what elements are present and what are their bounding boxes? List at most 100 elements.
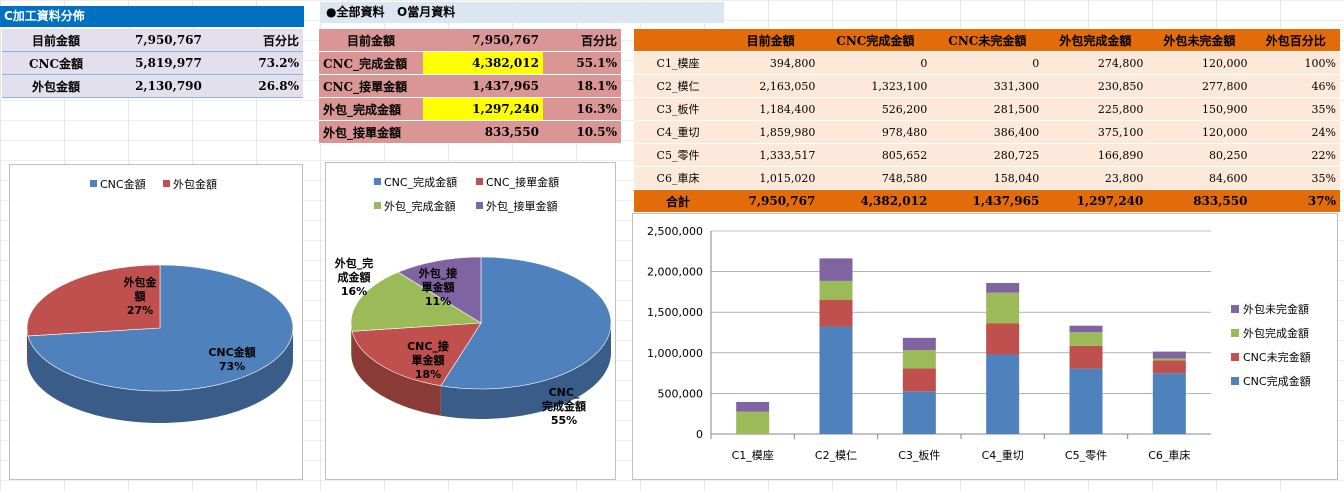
bar-segment — [1152, 373, 1186, 434]
table-cell[interactable]: 37% — [1251, 189, 1340, 213]
table-cell[interactable]: 2,130,790 — [110, 74, 227, 98]
table-cell[interactable]: C2_模仁 — [634, 74, 722, 98]
pie-value-label: 73% — [219, 360, 245, 373]
legend-label: 外包金額 — [173, 177, 217, 191]
table-cell[interactable]: 18.1% — [542, 74, 621, 98]
table-cell[interactable]: 5,819,977 — [110, 51, 227, 75]
table-cell[interactable]: 35% — [1251, 97, 1340, 121]
table-cell[interactable]: 394,800 — [722, 51, 820, 75]
table-cell[interactable]: 16.3% — [542, 97, 621, 121]
table-cell[interactable]: 100% — [1251, 51, 1340, 75]
table-cell[interactable]: 35% — [1251, 166, 1340, 190]
table-cell[interactable]: 166,890 — [1043, 143, 1148, 167]
table-cell[interactable]: 1,184,400 — [722, 97, 820, 121]
pie-slice — [26, 264, 161, 337]
pie-value-label: 27% — [127, 304, 153, 317]
pie-slice-label: 額 — [134, 289, 146, 303]
table-cell[interactable]: CNC_接單金額 — [319, 74, 423, 98]
table-header-cell: CNC完成金額 — [819, 29, 932, 52]
pie-chart-breakdown[interactable]: CNC_完成金額 CNC_接單金額 外包_完成金額 外包_接單金額 CNC_ 完成金額 55… — [325, 162, 616, 480]
table-cell[interactable]: 280,725 — [931, 143, 1044, 167]
bar-segment — [819, 258, 853, 281]
table-cell[interactable]: 外包_完成金額 — [319, 97, 423, 121]
x-tick-label: C3_板件 — [898, 448, 940, 462]
table-row: 目前金額 7,950,767 百分比 — [319, 29, 621, 52]
table-cell[interactable]: 748,580 — [819, 166, 932, 190]
table-cell[interactable]: 833,550 — [1147, 189, 1252, 213]
table-row: 外包_完成金額 1,297,240 16.3% — [319, 97, 621, 121]
table-cell[interactable]: 80,250 — [1147, 143, 1252, 167]
table-cell[interactable]: 120,000 — [1147, 120, 1252, 144]
stacked-bar-chart[interactable]: 0 500,000 1,000,000 1,500,000 2,000,000 2,500… — [632, 213, 1338, 480]
radio-month[interactable]: O當月資料 — [397, 5, 455, 19]
table-cell[interactable]: CNC_完成金額 — [319, 51, 423, 75]
table-cell[interactable]: 84,600 — [1147, 166, 1252, 190]
table-cell[interactable]: 7,950,767 — [722, 189, 820, 213]
bar-segment — [819, 326, 853, 434]
table-cell[interactable]: 158,040 — [931, 166, 1044, 190]
table-cell[interactable]: 1,437,965 — [931, 189, 1044, 213]
summary-table-breakdown: 目前金額 7,950,767 百分比 CNC_完成金額 4,382,012 55… — [319, 29, 621, 144]
table-cell[interactable]: 2,163,050 — [722, 74, 820, 98]
table-cell[interactable]: 386,400 — [931, 120, 1044, 144]
radio-unselected-icon: O — [397, 5, 408, 19]
table-header-cell: 目前金額 — [722, 29, 820, 52]
table-cell[interactable]: 1,297,240 — [1043, 189, 1148, 213]
table-cell[interactable]: 274,800 — [1043, 51, 1148, 75]
table-cell[interactable]: 0 — [819, 51, 932, 75]
pie-chart-cnc-vs-outsource[interactable]: CNC金額 外包金額 CNC金額 73% 外包金額 27% — [9, 164, 303, 480]
table-cell[interactable]: 73.2% — [226, 51, 303, 75]
table-cell[interactable]: 46% — [1251, 74, 1340, 98]
table-cell[interactable]: 805,652 — [819, 143, 932, 167]
table-cell[interactable]: 1,859,980 — [722, 120, 820, 144]
table-header-cell: 7,950,767 — [110, 29, 227, 52]
table-cell[interactable]: 24% — [1251, 120, 1340, 144]
table-cell[interactable]: 22% — [1251, 143, 1340, 167]
table-cell[interactable]: 833,550 — [423, 120, 543, 144]
legend-label: CNC未完金額 — [1243, 350, 1311, 364]
table-cell[interactable]: 外包_接單金額 — [319, 120, 423, 144]
table-cell[interactable]: 225,800 — [1043, 97, 1148, 121]
table-cell[interactable]: 1,323,100 — [819, 74, 932, 98]
table-cell[interactable]: C1_模座 — [634, 51, 722, 75]
pie-slice-label: CNC_ — [549, 386, 580, 399]
table-cell[interactable]: 26.8% — [226, 74, 303, 98]
table-cell[interactable]: 1,297,240 — [423, 97, 543, 121]
legend-swatch — [90, 180, 97, 187]
table-cell[interactable]: 375,100 — [1043, 120, 1148, 144]
table-cell[interactable]: C6_車床 — [634, 166, 722, 190]
table-cell[interactable]: 120,000 — [1147, 51, 1252, 75]
table-cell[interactable]: 合計 — [634, 189, 722, 213]
table-cell[interactable]: 230,850 — [1043, 74, 1148, 98]
table-cell[interactable]: 526,200 — [819, 97, 932, 121]
legend-swatch — [1231, 329, 1239, 337]
table-cell[interactable]: 1,015,020 — [722, 166, 820, 190]
table-cell[interactable]: 150,900 — [1147, 97, 1252, 121]
table-cell[interactable]: 23,800 — [1043, 166, 1148, 190]
table-cell[interactable]: C3_板件 — [634, 97, 722, 121]
table-cell[interactable]: C4_重切 — [634, 120, 722, 144]
table-cell[interactable]: 0 — [931, 51, 1044, 75]
table-cell[interactable]: 281,500 — [931, 97, 1044, 121]
table-cell[interactable]: 10.5% — [542, 120, 621, 144]
y-tick-label: 1,000,000 — [647, 347, 703, 360]
table-cell[interactable]: 978,480 — [819, 120, 932, 144]
table-cell[interactable]: 55.1% — [542, 51, 621, 75]
y-tick-label: 0 — [696, 428, 703, 441]
pie-slice-label: 完成金額 — [542, 399, 586, 413]
table-cell[interactable]: 277,800 — [1147, 74, 1252, 98]
table-cell[interactable]: C5_零件 — [634, 143, 722, 167]
radio-all[interactable]: ●全部資料 — [326, 5, 385, 19]
table-header-cell: 外包未完金額 — [1147, 29, 1252, 52]
table-cell[interactable]: 4,382,012 — [819, 189, 932, 213]
table-cell[interactable]: CNC金額 — [2, 51, 110, 75]
table-cell[interactable]: 4,382,012 — [423, 51, 543, 75]
bar-segment — [1069, 332, 1103, 346]
table-row: C6_車床 1,015,020 748,580 158,040 23,800 84,600… — [634, 166, 1340, 190]
table-cell[interactable]: 外包金額 — [2, 74, 110, 98]
table-cell[interactable]: 1,437,965 — [423, 74, 543, 98]
table-cell[interactable]: 331,300 — [931, 74, 1044, 98]
table-cell[interactable]: 1,333,517 — [722, 143, 820, 167]
bar-segment — [1152, 351, 1186, 359]
